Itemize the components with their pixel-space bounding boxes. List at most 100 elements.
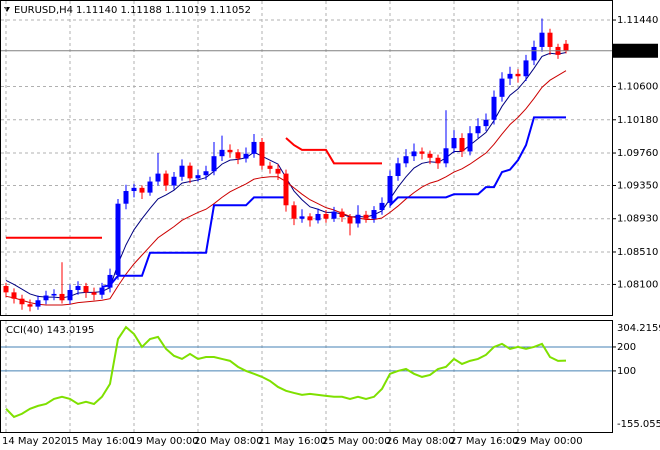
candle-body <box>115 203 121 275</box>
candle-body <box>187 165 193 179</box>
candle-body <box>523 60 529 77</box>
candle-body <box>363 214 369 219</box>
y-tick-label: 304.2159 <box>617 323 660 334</box>
x-tick-label: 27 May 16:00 <box>450 436 519 447</box>
y-tick-label: 1.10180 <box>617 115 658 126</box>
candle-body <box>267 165 273 169</box>
x-tick-label: 19 May 00:00 <box>130 436 199 447</box>
candle-body <box>163 173 169 186</box>
candle-body <box>475 126 481 134</box>
candle-body <box>227 149 233 153</box>
candle-body <box>179 165 185 177</box>
candle-body <box>3 286 9 293</box>
y-tick-label: 1.09350 <box>617 180 658 191</box>
chart-title: EURUSD,H4 <box>14 5 73 16</box>
x-tick-label: 15 May 16:00 <box>66 436 135 447</box>
candle-body <box>283 173 289 206</box>
y-tick-label: 1.08510 <box>617 247 658 258</box>
candle-body <box>211 156 217 172</box>
candle-body <box>427 153 433 158</box>
y-tick-label: 1.09760 <box>617 148 658 159</box>
candle-body <box>203 171 209 176</box>
y-tick-label: 1.11440 <box>617 15 658 26</box>
candle-body <box>491 96 497 120</box>
candle-body <box>411 151 417 157</box>
candle-body <box>563 43 569 51</box>
candle-body <box>435 157 441 164</box>
last-price-label: 1.11052 <box>617 46 658 57</box>
cci-panel <box>0 320 613 433</box>
candle-body <box>139 187 145 193</box>
candle-body <box>515 73 521 77</box>
candle-body <box>443 148 449 164</box>
candle-body <box>99 287 105 295</box>
x-tick-label: 21 May 16:00 <box>258 436 327 447</box>
candle-body <box>371 210 377 219</box>
candle-body <box>355 214 361 224</box>
candle-body <box>395 163 401 176</box>
y-tick-label: 1.10600 <box>617 82 658 93</box>
candle-body <box>83 286 89 293</box>
candle-body <box>59 293 65 301</box>
candle-body <box>43 295 49 301</box>
candle-body <box>219 149 225 157</box>
candle-body <box>171 176 177 186</box>
x-tick-label: 14 May 2020 <box>2 436 67 447</box>
candle-body <box>299 216 305 219</box>
main-panel <box>0 0 613 316</box>
cci-title: CCI(40) 143.0195 <box>6 325 94 336</box>
candle-body <box>507 73 513 79</box>
candle-body <box>403 156 409 164</box>
last-price-box <box>612 43 658 58</box>
candle-body <box>459 137 465 152</box>
candle-body <box>235 152 241 159</box>
candle-body <box>323 213 329 219</box>
candle-body <box>315 213 321 221</box>
cci-line <box>5 325 567 419</box>
candle-body <box>379 202 385 211</box>
y-tick-label: 1.08100 <box>617 279 658 290</box>
candle-body <box>19 298 25 305</box>
candle-body <box>27 304 33 307</box>
x-tick-label: 20 May 08:00 <box>194 436 263 447</box>
candle-body <box>67 289 73 301</box>
candle-body <box>339 211 345 218</box>
candle-body <box>91 292 97 295</box>
indicator-line <box>101 116 566 288</box>
candle-body <box>123 191 129 204</box>
candle-body <box>147 181 153 193</box>
candle-body <box>531 46 537 61</box>
candle-body <box>243 153 249 159</box>
candle-body <box>51 293 57 296</box>
x-tick-label: 29 May 00:00 <box>514 436 583 447</box>
y-tick-label: 100 <box>617 366 636 377</box>
y-tick-label: -155.0554 <box>617 419 660 430</box>
x-tick-label: 25 May 00:00 <box>322 436 391 447</box>
candle-body <box>451 137 457 149</box>
candle-body <box>347 217 353 224</box>
candle-body <box>467 133 473 152</box>
candle-body <box>131 187 137 192</box>
candle-body <box>35 300 41 307</box>
y-tick-label: 200 <box>617 342 636 353</box>
candle-body <box>251 141 257 154</box>
indicator-line <box>6 137 382 239</box>
candle-body <box>419 151 425 154</box>
candle-body <box>547 32 553 47</box>
candle-body <box>195 175 201 179</box>
candle-body <box>107 274 113 288</box>
candle-body <box>499 78 505 97</box>
y-tick-label: 1.08930 <box>617 214 658 225</box>
candle-body <box>259 141 265 166</box>
chart-subtitle: 1.11140 1.11188 1.11019 1.11052 <box>76 5 251 16</box>
candle-body <box>483 119 489 127</box>
candle-body <box>75 286 81 290</box>
candle-body <box>275 168 281 174</box>
candle-body <box>155 173 161 182</box>
candle-body <box>307 216 313 221</box>
candle-body <box>539 32 545 47</box>
candle-body <box>387 175 393 203</box>
